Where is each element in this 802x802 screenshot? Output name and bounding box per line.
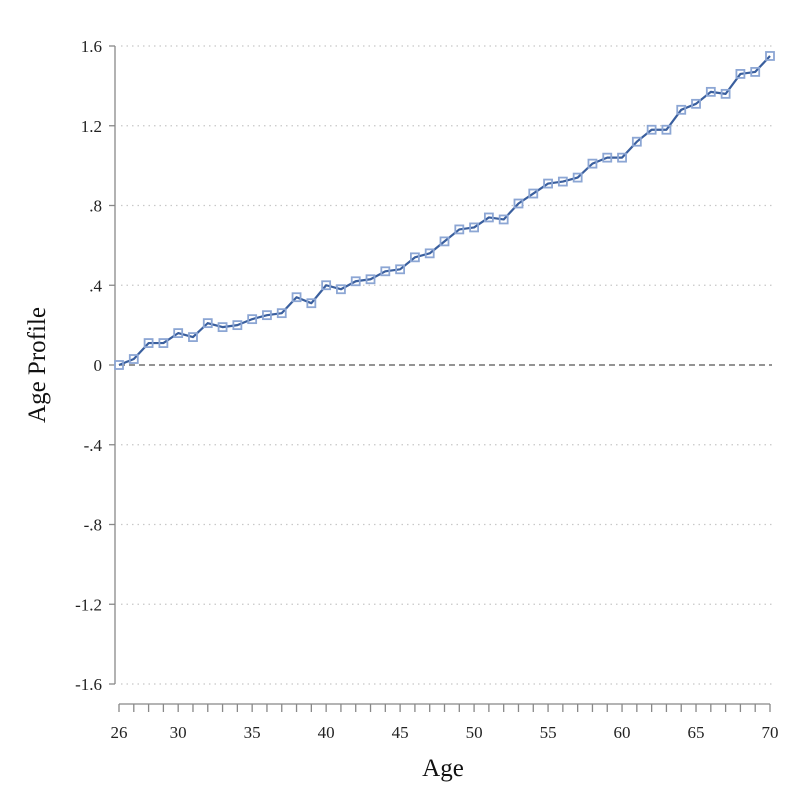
data-point [513,198,524,209]
data-point [365,274,376,285]
data-point [380,266,391,277]
data-point [735,69,746,79]
data-point [602,152,613,163]
x-tick-label: 60 [614,723,631,742]
data-point [557,176,568,187]
x-axis-ticks: 26 30 35 40 45 50 55 60 65 70 [111,704,779,742]
data-point [661,124,672,135]
x-tick-label: 55 [540,723,557,742]
data-point [306,298,317,309]
y-tick-label: -.4 [84,436,103,455]
horizontal-gridlines [121,45,772,685]
data-point [321,280,332,291]
data-point [454,224,465,235]
y-tick-label: .4 [89,276,102,295]
y-tick-label: 1.6 [81,37,102,56]
plot-area [114,51,775,370]
y-tick-label: -1.6 [75,675,102,694]
data-point [202,318,213,329]
y-tick-label: -.8 [84,516,102,535]
data-point [720,88,731,99]
data-point [173,328,184,339]
data-point [705,86,716,97]
data-point [158,338,169,348]
data-point [232,320,243,331]
x-tick-label: 50 [466,723,483,742]
y-tick-label: 1.2 [81,117,102,136]
data-point [646,124,657,135]
y-axis-title: Age Profile [24,307,51,423]
y-axis-ticks: 1.6 1.2 .8 .4 0 -.4 -.8 -1.2 -1.6 [75,37,115,694]
x-tick-label: 30 [170,723,187,742]
x-tick-label: 65 [688,723,705,742]
data-point [143,338,154,348]
data-point [572,172,583,183]
x-tick-label: 26 [111,723,128,742]
y-tick-label: 0 [94,356,103,375]
data-point [750,67,761,77]
data-point [217,322,228,333]
data-point [498,214,509,225]
data-point [587,158,598,169]
data-point [247,314,258,325]
data-point [262,310,272,321]
data-point [424,248,435,259]
data-point [276,308,287,319]
data-point [543,178,553,189]
x-tick-label: 45 [392,723,409,742]
data-point [350,276,361,287]
data-point [128,354,139,364]
x-tick-label: 40 [318,723,335,742]
series-line [118,55,771,367]
data-point [439,236,450,247]
data-point [469,222,479,233]
data-point [765,51,775,61]
data-point [114,360,124,370]
x-tick-label: 70 [762,723,779,742]
data-point [483,212,494,223]
data-point [617,152,627,163]
data-point [291,292,302,303]
y-tick-label: -1.2 [75,595,102,614]
data-point [528,188,539,199]
x-tick-label: 35 [244,723,261,742]
data-point [188,332,198,342]
y-tick-label: .8 [89,197,102,216]
data-point [395,264,406,275]
data-point [676,104,687,115]
data-point [631,136,642,147]
data-point [691,98,701,109]
x-axis-title: Age [422,755,464,782]
data-point [336,284,346,295]
axes [114,46,770,705]
data-point [410,252,420,263]
